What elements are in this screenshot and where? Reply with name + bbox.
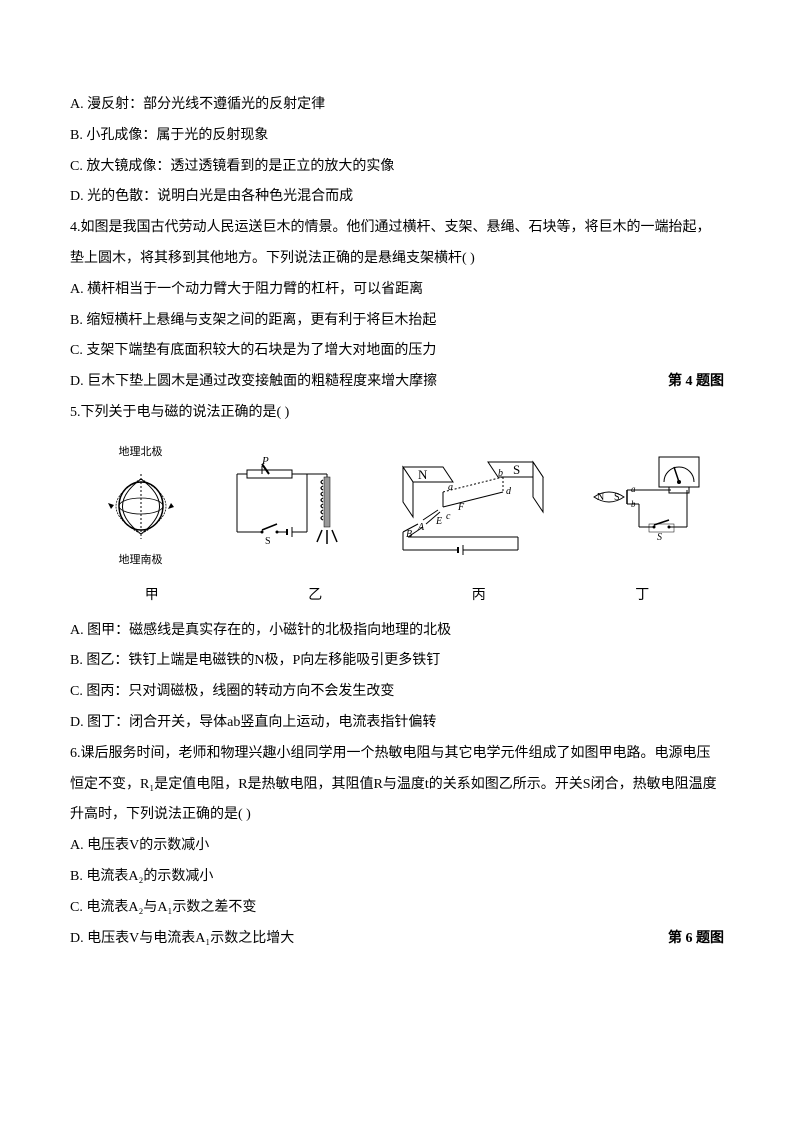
q5-option-d: D. 图丁：闭合开关，导体ab竖直向上运动，电流表指针偏转 — [70, 708, 724, 739]
q6-stem-1: 6.课后服务时间，老师和物理兴趣小组同学用一个热敏电阻与其它电学元件组成了如图甲… — [70, 739, 724, 770]
q3-option-a: A. 漫反射：部分光线不遵循光的反射定律 — [70, 90, 724, 121]
electromagnet-circuit-icon: P S — [227, 452, 357, 562]
q3-option-c: C. 放大镜成像：透过透镜看到的是正立的放大的实像 — [70, 152, 724, 183]
svg-text:F: F — [457, 502, 465, 513]
q5-label-jia: 甲 — [77, 581, 227, 612]
svg-text:a: a — [448, 482, 453, 493]
q5-label-yi: 乙 — [240, 581, 390, 612]
svg-text:S: S — [265, 536, 271, 547]
q4-option-b: B. 缩短横杆上悬绳与支架之间的距离，更有利于将巨木抬起 — [70, 306, 724, 337]
svg-text:N: N — [418, 467, 428, 482]
q3-option-d: D. 光的色散：说明白光是由各种色光混合而成 — [70, 182, 724, 213]
q5-fig-labels: 甲 乙 丙 丁 — [70, 581, 724, 612]
svg-text:A: A — [417, 522, 425, 533]
svg-text:S: S — [657, 532, 662, 543]
svg-text:c: c — [446, 511, 451, 522]
q5-fig-ding: N S a b S — [579, 452, 709, 562]
q6-option-c: C. 电流表A₂与A₁示数之差不变 — [70, 893, 724, 924]
q6-stem-2: 恒定不变，R₁是定值电阻，R是热敏电阻，其阻值R与温度t的关系如图乙所示。开关S… — [70, 770, 724, 801]
q5-jia-bottom-label: 地理南极 — [119, 554, 163, 567]
svg-text:d: d — [506, 486, 512, 497]
q6-option-b: B. 电流表A₂的示数减小 — [70, 862, 724, 893]
q4-caption: 第 4 题图 — [668, 367, 724, 398]
q5-option-c: C. 图丙：只对调磁极，线圈的转动方向不会发生改变 — [70, 677, 724, 708]
q5-fig-jia: 地理北极 地理南极 — [86, 446, 196, 567]
svg-text:N: N — [597, 492, 604, 503]
q4-option-a: A. 横杆相当于一个动力臂大于阻力臂的杠杆，可以省距离 — [70, 275, 724, 306]
q5-fig-yi: P S — [227, 452, 357, 562]
q6-stem-3: 升高时，下列说法正确的是( ) — [70, 800, 724, 831]
motor-icon: N S a b c d F E A B — [388, 452, 548, 562]
generator-icon: N S a b S — [579, 452, 709, 562]
q5-jia-top-label: 地理北极 — [119, 446, 163, 459]
q4-option-d-text: D. 巨木下垫上圆木是通过改变接触面的粗糙程度来增大摩擦 — [70, 374, 437, 389]
q3-option-b: B. 小孔成像：属于光的反射现象 — [70, 121, 724, 152]
q6-option-d-text: D. 电压表V与电流表A₁示数之比增大 — [70, 931, 294, 946]
q6-option-a: A. 电压表V的示数减小 — [70, 831, 724, 862]
q5-option-a: A. 图甲：磁感线是真实存在的，小磁针的北极指向地理的北极 — [70, 616, 724, 647]
q5-stem: 5.下列关于电与磁的说法正确的是( ) — [70, 398, 724, 429]
svg-text:E: E — [435, 516, 442, 527]
svg-text:b: b — [498, 468, 503, 479]
q5-fig-bing: N S a b c d F E A B — [388, 452, 548, 562]
q4-stem-2: 垫上圆木，将其移到其他地方。下列说法正确的是悬绳支架横杆( ) — [70, 244, 724, 275]
q6-caption: 第 6 题图 — [668, 924, 724, 955]
q4-stem-1: 4.如图是我国古代劳动人民运送巨木的情景。他们通过横杆、支架、悬绳、石块等，将巨… — [70, 213, 724, 244]
q5-label-bing: 丙 — [404, 581, 554, 612]
q5-label-ding: 丁 — [567, 581, 717, 612]
earth-magnetic-icon — [86, 459, 196, 554]
q5-figures-row: 地理北极 地理南极 P S — [70, 437, 724, 577]
q4-option-c: C. 支架下端垫有底面积较大的石块是为了增大对地面的压力 — [70, 336, 724, 367]
svg-text:S: S — [614, 492, 620, 503]
svg-text:S: S — [513, 462, 520, 477]
svg-text:a: a — [631, 484, 636, 494]
q4-option-d: D. 巨木下垫上圆木是通过改变接触面的粗糙程度来增大摩擦 第 4 题图 — [70, 367, 724, 398]
q5-option-b: B. 图乙：铁钉上端是电磁铁的N极，P向左移能吸引更多铁钉 — [70, 646, 724, 677]
q6-option-d: D. 电压表V与电流表A₁示数之比增大 第 6 题图 — [70, 924, 724, 955]
